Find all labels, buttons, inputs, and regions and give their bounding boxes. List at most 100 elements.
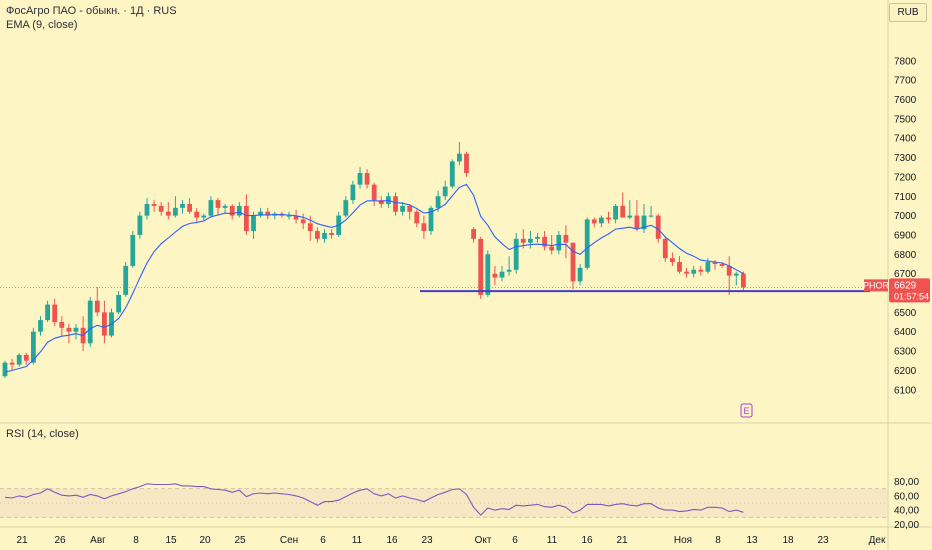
candle-body — [741, 273, 746, 288]
candle-body — [677, 262, 682, 272]
candle-body — [442, 186, 448, 197]
candle-body — [251, 215, 256, 232]
candle-body — [229, 205, 235, 216]
candle-body — [16, 354, 22, 365]
candle-body — [236, 205, 242, 216]
candle-body — [449, 161, 455, 187]
candle-body — [662, 238, 668, 259]
candle-body — [265, 211, 271, 216]
rsi-band-layer — [0, 488, 888, 518]
candle-body — [9, 362, 15, 365]
candles-layer — [2, 142, 746, 379]
price-tick-label: 7800 — [894, 56, 917, 67]
price-tick-label: 7000 — [894, 211, 917, 222]
candle-body — [286, 215, 292, 217]
candle-body — [378, 200, 384, 204]
candle-body — [66, 327, 72, 332]
time-tick-label: Окт — [475, 535, 492, 546]
candle-body — [698, 269, 704, 272]
rsi-layer — [4, 483, 744, 516]
candle-body — [549, 246, 555, 251]
time-tick-label: 23 — [421, 535, 433, 546]
candle-body — [364, 173, 370, 185]
time-tick-label: 21 — [16, 535, 28, 546]
candle-body — [102, 312, 107, 336]
candle-body — [528, 238, 533, 243]
candle-body — [599, 217, 604, 224]
candle-body — [350, 184, 356, 201]
candle-body — [194, 211, 200, 218]
candle-body — [428, 207, 434, 232]
candle-body — [38, 320, 43, 332]
candle-body — [691, 269, 697, 274]
candle-body — [414, 211, 420, 224]
currency-button[interactable]: RUB — [889, 3, 927, 22]
candle-body — [684, 271, 689, 274]
candle-body — [464, 153, 469, 174]
price-tick-label: 6400 — [894, 327, 917, 338]
time-tick-label: 8 — [715, 535, 721, 546]
candle-body — [307, 223, 313, 232]
candle-body — [556, 234, 562, 251]
candle-body — [315, 231, 320, 239]
candle-body — [300, 219, 306, 224]
candle-body — [655, 215, 661, 239]
candle-body — [606, 217, 611, 220]
price-tick-label: 6100 — [894, 385, 917, 396]
time-tick-label: Сен — [280, 535, 298, 546]
candle-body — [322, 233, 327, 239]
time-tick-label: 6 — [512, 535, 518, 546]
candle-body — [492, 273, 498, 278]
time-tick-label: 11 — [352, 535, 363, 546]
earnings-marker — [740, 403, 753, 418]
time-tick-label: 21 — [616, 535, 628, 546]
candle-body — [215, 200, 221, 208]
price-tick-label: 6800 — [894, 250, 917, 261]
candle-body — [535, 236, 540, 239]
price-tag-countdown: 01:57:54 — [894, 291, 929, 301]
time-tick-label: 13 — [746, 535, 758, 546]
candle-body — [570, 242, 576, 282]
ema-legend[interactable]: EMA (9, close) — [6, 19, 78, 31]
price-tick-label: 6200 — [894, 366, 917, 377]
candle-body — [343, 200, 349, 216]
price-tick-label: 7600 — [894, 95, 917, 106]
candle-body — [407, 205, 413, 212]
price-tick-label: 6500 — [894, 308, 917, 319]
candle-body — [421, 223, 427, 232]
candle-body — [506, 269, 512, 272]
chart-title[interactable]: ФосАгро ПАО - обыкн. · 1Д · RUS — [6, 5, 177, 17]
candle-body — [151, 203, 157, 206]
time-tick-label: 23 — [817, 535, 829, 546]
price-tick-label: 7700 — [894, 76, 917, 87]
candle-body — [144, 203, 150, 216]
ticker-tag-label: PHOR — [863, 280, 890, 290]
time-tick-label: 16 — [386, 535, 398, 546]
ema-layer — [4, 183, 744, 373]
price-tick-label: 6300 — [894, 347, 917, 358]
candle-body — [258, 211, 263, 216]
candle-body — [165, 211, 171, 216]
candle-body — [31, 331, 36, 363]
time-tick-label: 15 — [165, 535, 177, 546]
candle-body — [123, 265, 129, 295]
time-tick-label: 16 — [581, 535, 593, 546]
time-tick-label: Ноя — [674, 535, 692, 546]
candle-body — [201, 215, 207, 218]
price-tick-label: 6700 — [894, 269, 917, 280]
candle-body — [130, 234, 136, 266]
candle-body — [173, 207, 178, 216]
time-tick-label: Авг — [90, 535, 106, 546]
price-tag — [889, 278, 930, 303]
candle-body — [87, 300, 93, 344]
rsi-line — [4, 483, 744, 516]
candle-body — [584, 219, 590, 268]
candle-body — [613, 205, 618, 220]
candle-body — [208, 200, 214, 216]
candle-body — [499, 271, 505, 278]
rsi-legend[interactable]: RSI (14, close) — [6, 428, 79, 440]
